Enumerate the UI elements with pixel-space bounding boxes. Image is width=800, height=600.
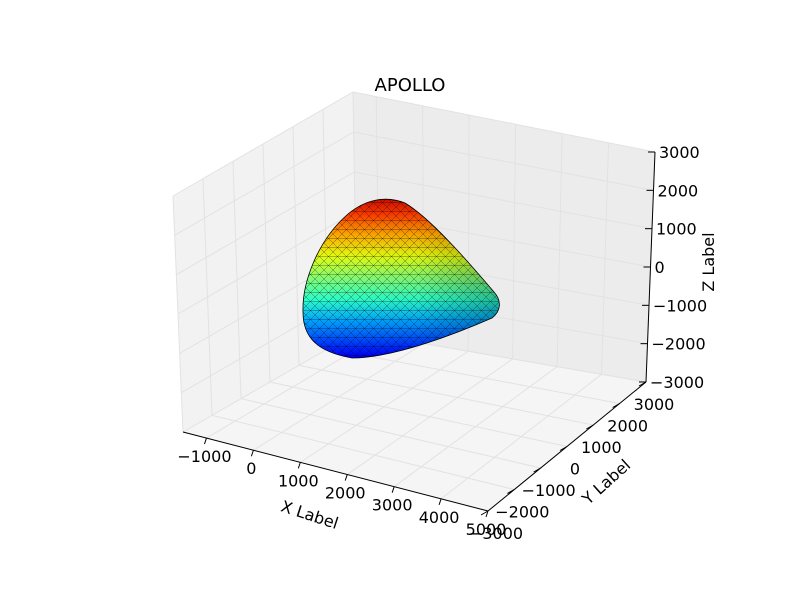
y-tick-label: −3000 [469,524,523,543]
grid-line [172,91,354,197]
y-tick-mark [480,510,489,516]
y-tick-mark [638,381,647,387]
y-tick-label: 1000 [581,438,622,457]
grid-line [174,131,354,236]
grid-line [211,414,515,490]
y-tick-label: −1000 [522,481,576,500]
pane-left [173,92,357,432]
x-tick-label: 5000 [466,520,507,539]
x-tick-label: 3000 [372,496,413,515]
y-tick-label: 0 [570,460,580,479]
x-tick-label: −1000 [177,447,231,466]
grid-line [352,91,656,153]
grid-line [353,131,654,191]
grid-line [176,171,355,276]
y-axis-label: Y Label [578,455,635,509]
y-tick-label: 3000 [634,395,675,414]
z-tick-label: 1000 [656,220,697,239]
chart-title: APOLLO [375,75,446,96]
z-ticks: −3000 −2000 −1000 0 1000 2000 3000 [639,143,707,392]
grid-line [327,348,620,404]
z-tick-label: 0 [655,258,665,277]
x-tick-mark [297,462,301,469]
axes-panes [173,92,655,511]
y-tick-mark [533,467,541,473]
grid-line [298,364,594,426]
z-axis-label: Z Label [699,232,718,291]
y-tick-mark [612,403,620,408]
y-tick-label: 2000 [607,417,648,436]
grid-line [354,171,653,230]
x-tick-mark [344,474,348,481]
x-tick-mark [391,486,395,493]
x-tick-mark [485,510,489,518]
grid-line [240,398,541,469]
y-tick-mark [507,489,515,494]
grid-line [177,211,356,315]
z-tick-label: 2000 [658,181,699,200]
x-tick-mark [203,437,207,445]
surface-outline [302,198,500,359]
y-tick-label: −2000 [495,503,549,522]
z-tick-label: −3000 [650,373,704,392]
x-tick-label: 0 [246,459,256,478]
z-tick-label: 3000 [659,143,700,162]
y-tick-mark [586,424,594,430]
x-tick-mark [438,498,442,506]
x-tick-label: 4000 [419,508,460,527]
y-tick-mark [559,446,568,451]
x-tick-mark [250,450,254,457]
z-tick-label: −1000 [653,296,707,315]
x-ticks: −1000 0 1000 2000 3000 4000 5000 [177,437,507,539]
x-axis-line [182,431,489,512]
z-tick-label: −2000 [652,335,706,354]
x-tick-label: 1000 [278,471,319,490]
x-tick-label: 2000 [325,484,366,503]
pane-floor [183,332,646,511]
grid-line [269,381,568,447]
